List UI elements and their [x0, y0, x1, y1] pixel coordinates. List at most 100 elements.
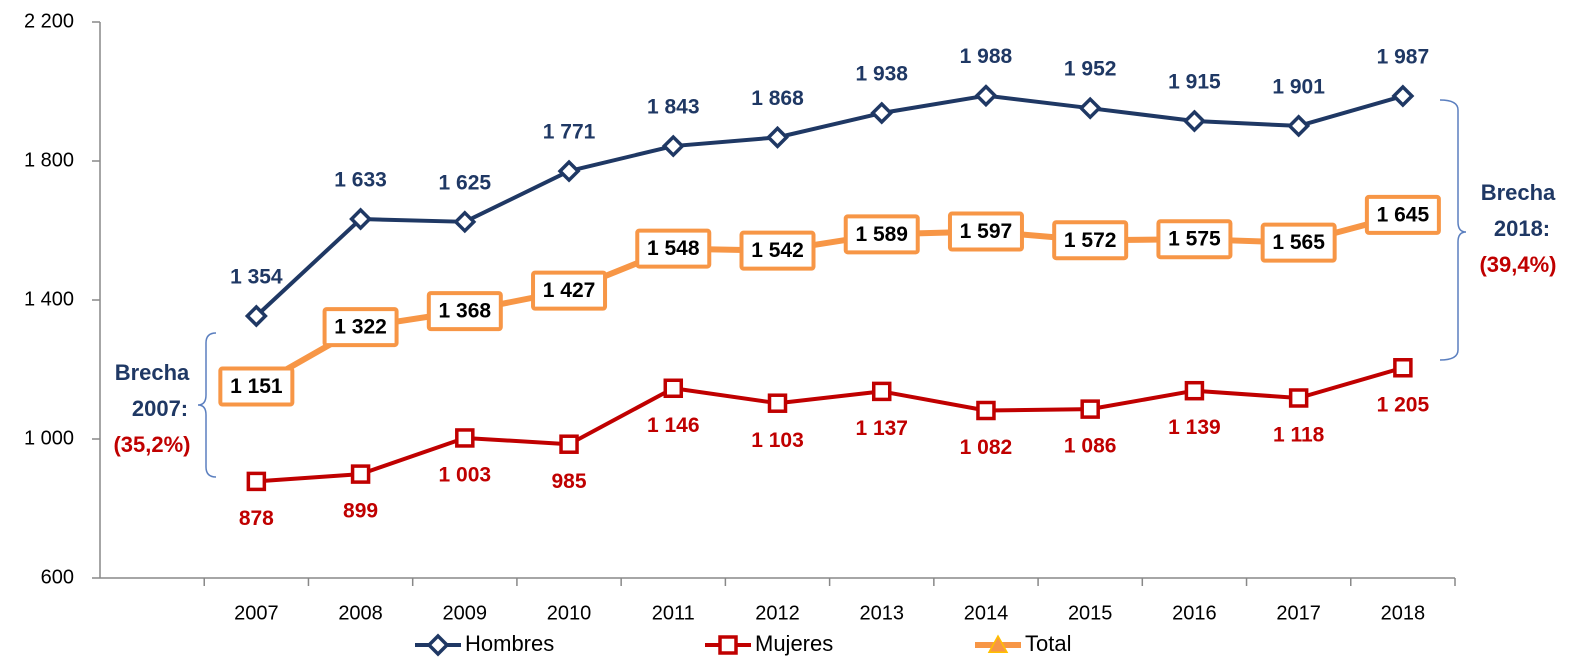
data-point: [350, 464, 371, 484]
data-point: [453, 210, 477, 234]
data-label-box: [635, 228, 712, 269]
data-label: 1 427: [543, 279, 596, 302]
annotation: Brecha: [115, 360, 190, 385]
data-label: 1 003: [439, 464, 492, 487]
data-label: 1 205: [1377, 393, 1430, 416]
data-point: [1393, 358, 1413, 378]
data-label: 1 633: [334, 169, 387, 192]
data-label: 1 843: [647, 96, 700, 119]
data-label-box: [322, 307, 399, 348]
data-label-box: [1364, 194, 1441, 235]
x-tick-label: 2015: [1068, 602, 1113, 624]
bracket-2018: [1439, 99, 1467, 361]
data-point: [976, 400, 996, 421]
data-label: 1 901: [1272, 75, 1325, 98]
legend-label: Total: [1025, 631, 1071, 656]
data-label: 1 575: [1168, 228, 1221, 251]
annotation: 2007:: [132, 396, 188, 421]
data-label-box: [426, 291, 503, 332]
data-label-box: [218, 366, 295, 407]
data-label-box: [947, 211, 1024, 252]
data-point: [559, 434, 579, 454]
data-point: [1287, 114, 1311, 138]
data-point: [1288, 388, 1309, 408]
series-line: [254, 93, 1404, 318]
data-label: 1 146: [647, 414, 700, 437]
data-label: 1 565: [1272, 231, 1325, 254]
data-point: [1182, 109, 1206, 133]
data-point: [663, 378, 684, 399]
data-label: 1 082: [960, 436, 1013, 459]
y-tick-label: 600: [41, 566, 74, 588]
bracket-2007: [197, 332, 217, 478]
data-label: 1 322: [334, 316, 387, 339]
x-tick-label: 2017: [1276, 602, 1321, 624]
data-label: 1 589: [855, 223, 908, 246]
data-point: [1184, 380, 1205, 401]
x-tick-label: 2007: [234, 602, 279, 624]
data-label: 1 625: [439, 171, 492, 194]
y-tick-label: 1 800: [24, 149, 74, 171]
x-tick-label: 2008: [338, 602, 383, 624]
data-label: 1 548: [647, 237, 700, 260]
data-label-box: [1052, 220, 1129, 261]
series-line: [256, 365, 1404, 484]
data-point: [1080, 399, 1100, 419]
data-point: [870, 101, 894, 125]
data-label: 1 915: [1168, 71, 1221, 94]
data-label: 1 645: [1377, 203, 1430, 226]
x-tick-label: 2014: [964, 602, 1009, 624]
data-label-box: [1156, 219, 1233, 260]
data-point: [974, 84, 998, 108]
annotation: (39,4%): [1479, 252, 1556, 277]
data-point: [244, 304, 268, 328]
data-label: 1 988: [960, 45, 1013, 68]
legend-marker: [987, 634, 1009, 653]
y-tick-label: 2 200: [24, 10, 74, 32]
x-tick-label: 2011: [652, 602, 695, 624]
data-point: [871, 381, 892, 402]
data-point: [766, 125, 789, 149]
data-label: 1 103: [751, 429, 804, 452]
x-tick-label: 2016: [1172, 602, 1217, 624]
data-label: 1 938: [855, 63, 908, 86]
data-label-box: [531, 270, 608, 311]
data-point: [246, 471, 267, 492]
data-label: 1 868: [751, 87, 804, 110]
data-point: [1078, 96, 1102, 120]
legend-label: Mujeres: [755, 631, 833, 656]
data-label-box: [843, 214, 920, 255]
data-label: 1 987: [1377, 46, 1430, 69]
data-label: 1 368: [439, 300, 492, 323]
x-tick-label: 2018: [1381, 602, 1426, 624]
annotation: Brecha: [1481, 180, 1556, 205]
annotation: 2018:: [1494, 216, 1550, 241]
data-point: [661, 134, 685, 158]
annotation: (35,2%): [113, 432, 190, 457]
data-label: 1 542: [751, 239, 804, 262]
data-label: 1 572: [1064, 229, 1117, 252]
y-tick-label: 1 000: [24, 427, 74, 449]
legend-marker: [718, 635, 738, 655]
x-tick-label: 2013: [859, 602, 904, 624]
x-tick-label: 2010: [547, 602, 592, 624]
data-label: 1 137: [855, 417, 908, 440]
data-point: [767, 393, 788, 413]
data-label: 1 597: [960, 220, 1013, 243]
data-label: 1 139: [1168, 416, 1221, 439]
data-label: 1 118: [1273, 424, 1325, 447]
data-point: [1391, 84, 1415, 108]
data-label: 1 771: [543, 121, 596, 144]
x-tick-label: 2009: [443, 602, 488, 624]
y-tick-label: 1 400: [24, 288, 74, 310]
data-point: [455, 428, 475, 448]
data-label: 899: [343, 500, 378, 523]
data-label: 1 086: [1064, 435, 1117, 458]
data-label: 1 151: [230, 375, 283, 398]
legend-marker: [426, 633, 450, 657]
legend-label: Hombres: [465, 631, 554, 656]
data-point: [349, 207, 373, 231]
data-label: 985: [552, 470, 587, 493]
data-label-box: [1260, 222, 1337, 263]
